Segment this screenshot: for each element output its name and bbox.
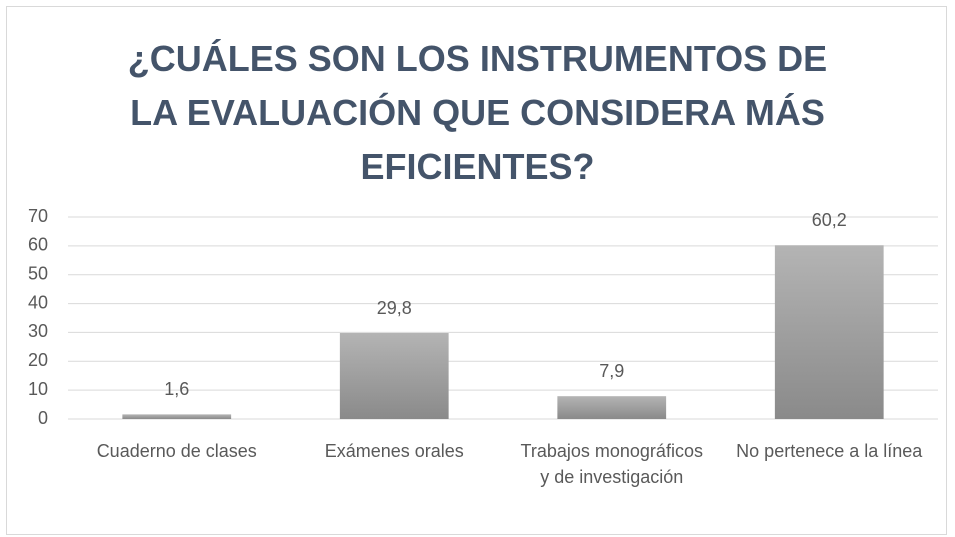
y-tick-label: 70: [28, 206, 48, 226]
y-tick-label: 60: [28, 235, 48, 255]
value-label: 60,2: [812, 210, 847, 230]
value-label: 29,8: [377, 298, 412, 318]
bar: [339, 333, 449, 419]
x-tick-label: Exámenes orales: [324, 441, 464, 461]
y-tick-label: 30: [28, 321, 48, 341]
value-label: 1,6: [164, 379, 189, 399]
bar: [774, 245, 884, 419]
bar: [557, 396, 667, 419]
y-tick-label: 50: [28, 263, 48, 283]
y-tick-label: 40: [28, 292, 48, 312]
chart-border: [6, 6, 947, 535]
bar: [122, 414, 232, 419]
x-tick-label: Trabajos monográficos y de investigación: [520, 441, 703, 487]
chart-title: ¿CUÁLES SON LOS INSTRUMENTOS DE LA EVALU…: [127, 38, 828, 187]
y-tick-label: 10: [28, 379, 48, 399]
y-tick-label: 20: [28, 350, 48, 370]
y-tick-label: 0: [38, 408, 48, 428]
value-label: 7,9: [599, 361, 624, 381]
x-tick-label: No pertenece a la línea: [736, 441, 923, 461]
x-tick-label: Cuaderno de clases: [96, 441, 257, 461]
